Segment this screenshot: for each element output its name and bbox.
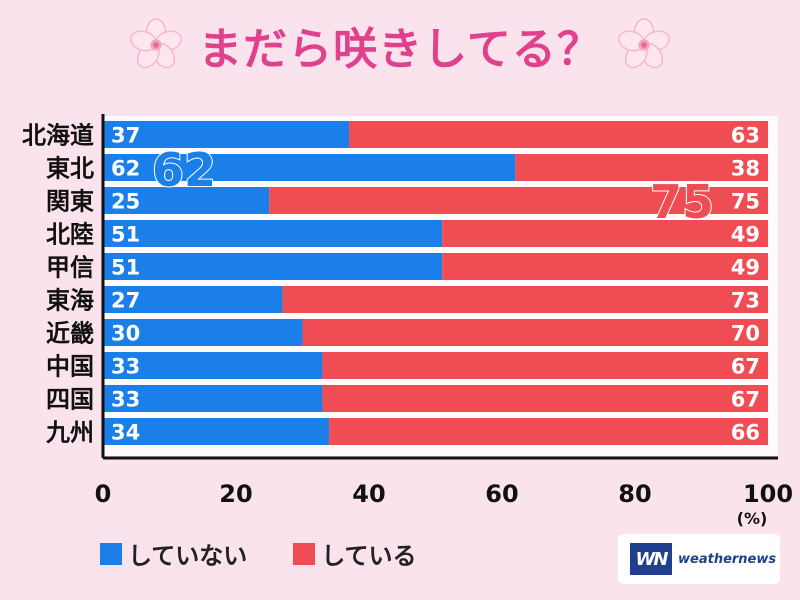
x-tick-label-2: 40 xyxy=(352,480,385,508)
x-tick-label-4: 80 xyxy=(618,480,651,508)
category-label-5: 東海 xyxy=(46,287,94,315)
bar-not-doing-2 xyxy=(103,187,270,214)
x-unit-label: (%) xyxy=(737,509,768,528)
bar-doing-0 xyxy=(349,121,768,148)
x-tick-label-5: 100 xyxy=(743,480,793,508)
bar-not-doing-1 xyxy=(103,154,516,181)
x-tick-label-3: 60 xyxy=(485,480,518,508)
title-area: まだら咲きしてる？ xyxy=(0,10,800,80)
data-label-not-doing-9: 34 xyxy=(111,421,140,445)
category-label-7: 中国 xyxy=(46,353,94,381)
data-label-not-doing-1: 62 xyxy=(111,157,140,181)
bar-doing-2 xyxy=(269,187,768,214)
legend-item-doing: している xyxy=(293,536,417,571)
bar-doing-9 xyxy=(329,418,768,445)
bar-doing-3 xyxy=(442,220,768,247)
category-label-8: 四国 xyxy=(46,386,94,414)
legend-swatch-not-doing xyxy=(100,542,122,565)
legend-item-not-doing: していない xyxy=(100,536,247,571)
data-label-doing-2: 75 xyxy=(731,190,760,214)
legend-swatch-doing xyxy=(293,542,316,565)
category-label-4: 甲信 xyxy=(46,254,94,282)
bar-not-doing-6 xyxy=(103,319,303,346)
category-label-1: 東北 xyxy=(46,155,94,183)
bar-doing-4 xyxy=(442,253,768,280)
data-label-not-doing-6: 30 xyxy=(111,322,140,346)
bar-not-doing-4 xyxy=(103,253,443,280)
bar-not-doing-8 xyxy=(103,385,323,412)
data-label-not-doing-2: 25 xyxy=(111,190,140,214)
bar-not-doing-9 xyxy=(103,418,330,445)
sakura-flower-icon-right xyxy=(617,18,670,69)
weathernews-logo: WN weathernews xyxy=(618,534,780,584)
x-tick-label-0: 0 xyxy=(95,480,112,508)
legend-label-not-doing: していない xyxy=(128,542,248,570)
data-label-not-doing-4: 51 xyxy=(111,256,140,280)
data-label-not-doing-7: 33 xyxy=(111,355,140,379)
bar-doing-1 xyxy=(515,154,768,181)
bar-not-doing-3 xyxy=(103,220,443,247)
stacked-bar-chart: 北海道 37 63 東北 62 38 関東 25 75 北陸 51 49 甲信 51 49 東海 27 73 近畿 3… xyxy=(22,114,793,528)
bar-not-doing-7 xyxy=(103,352,323,379)
category-label-0: 北海道 xyxy=(22,122,94,150)
data-label-not-doing-5: 27 xyxy=(111,289,140,313)
callout-kanto-doing: 75 xyxy=(650,175,714,229)
data-label-doing-0: 63 xyxy=(731,124,760,148)
category-label-9: 九州 xyxy=(45,419,94,447)
bar-not-doing-0 xyxy=(103,121,350,148)
data-label-doing-4: 49 xyxy=(731,256,760,280)
callout-tohoku-not-doing: 62 xyxy=(152,143,216,197)
data-label-doing-5: 73 xyxy=(731,289,760,313)
bar-doing-7 xyxy=(322,352,768,379)
data-label-doing-8: 67 xyxy=(731,388,760,412)
data-label-not-doing-0: 37 xyxy=(111,124,140,148)
category-label-2: 関東 xyxy=(46,188,94,216)
data-label-doing-7: 67 xyxy=(731,355,760,379)
data-label-doing-1: 38 xyxy=(731,157,760,181)
data-label-not-doing-3: 51 xyxy=(111,223,140,247)
logo-mark: WN xyxy=(630,543,672,575)
data-label-not-doing-8: 33 xyxy=(111,388,140,412)
x-tick-label-1: 20 xyxy=(219,480,252,508)
bar-not-doing-5 xyxy=(103,286,283,313)
category-label-6: 近畿 xyxy=(46,320,94,348)
page-title: まだら咲きしてる？ xyxy=(198,24,602,75)
data-label-doing-3: 49 xyxy=(731,223,760,247)
bar-doing-6 xyxy=(302,319,768,346)
bar-doing-5 xyxy=(282,286,768,313)
bar-doing-8 xyxy=(322,385,768,412)
legend-label-doing: している xyxy=(321,542,417,570)
sakura-flower-icon-left xyxy=(130,18,183,69)
data-label-doing-9: 66 xyxy=(731,421,760,445)
chart-legend: していない している xyxy=(100,536,451,571)
data-label-doing-6: 70 xyxy=(731,322,760,346)
logo-text: weathernews xyxy=(678,551,777,567)
category-label-3: 北陸 xyxy=(46,221,94,249)
